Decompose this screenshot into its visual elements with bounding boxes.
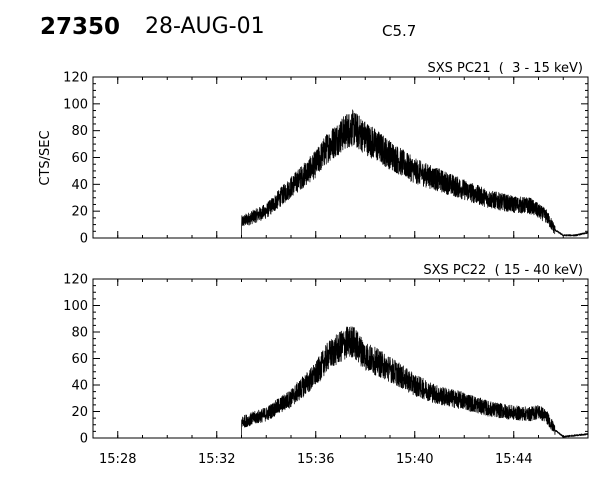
y-tick-label: 80	[71, 326, 88, 341]
series-line-1	[93, 109, 589, 239]
y-tick-label: 0	[80, 232, 88, 247]
y-tick-label: 20	[71, 405, 88, 420]
flare-class: C5.7	[382, 22, 417, 40]
y-tick-label: 80	[71, 124, 88, 139]
y-tick-label: 40	[71, 379, 88, 394]
y-tick-label: 120	[63, 71, 88, 86]
x-tick-label: 15:44	[495, 452, 532, 467]
event-date: 28-AUG-01	[145, 14, 265, 39]
y-tick-label: 60	[71, 352, 88, 367]
x-tick-label: 15:36	[297, 452, 334, 467]
y-tick-label: 40	[71, 178, 88, 193]
x-tick-label: 15:40	[396, 452, 433, 467]
plot-frame-1	[92, 76, 589, 239]
y-tick-label: 0	[80, 432, 88, 447]
event-id: 27350	[40, 14, 121, 40]
panel-title-1: SXS PC21 ( 3 - 15 keV)	[427, 61, 583, 76]
series-line-2	[93, 326, 589, 439]
y-tick-label: 20	[71, 205, 88, 220]
y-tick-label: 120	[63, 273, 88, 288]
panel-title-2: SXS PC22 ( 15 - 40 keV)	[423, 263, 583, 278]
y-tick-label: 100	[63, 299, 88, 314]
x-tick-label: 15:28	[99, 452, 136, 467]
y-tick-label: 100	[63, 97, 88, 112]
y-tick-label: 60	[71, 151, 88, 166]
y-axis-label: CTS/SEC	[38, 130, 53, 185]
x-tick-label: 15:32	[198, 452, 235, 467]
